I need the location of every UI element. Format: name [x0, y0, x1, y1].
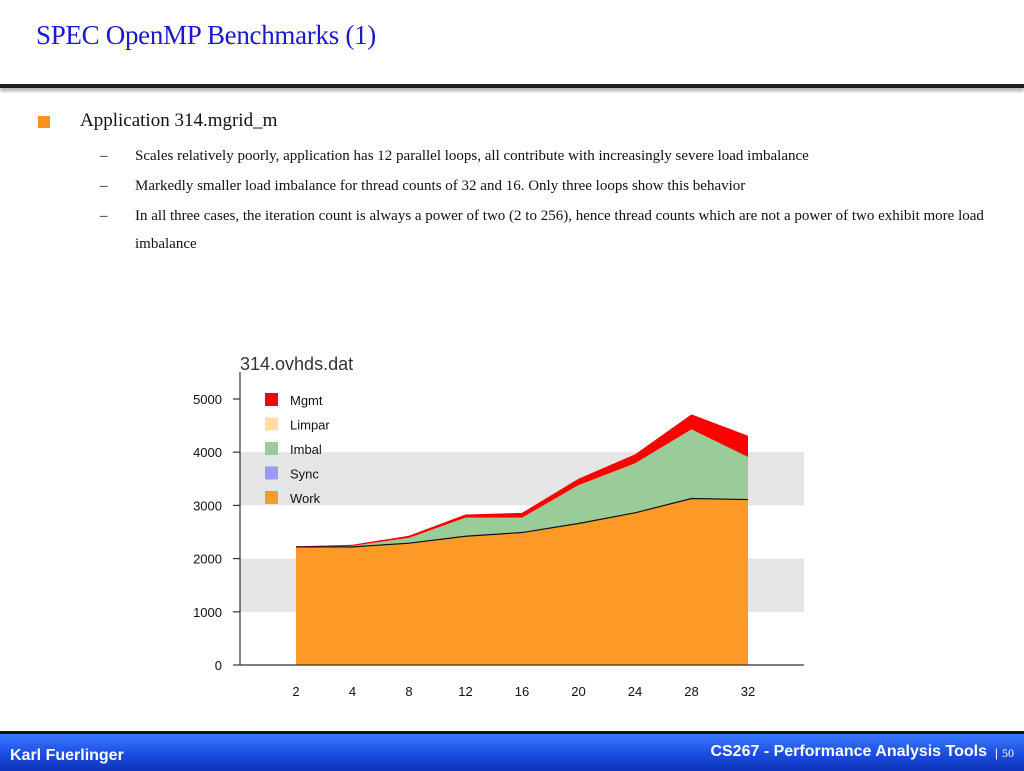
sub-bullet-3: – In all three cases, the iteration coun… — [100, 202, 1000, 258]
legend-label-imbal: Imbal — [290, 442, 322, 457]
legend-label-mgmt: Mgmt — [290, 393, 323, 408]
main-bullet-text: Application 314.mgrid_m — [80, 110, 278, 131]
footer-separator: | — [994, 746, 998, 760]
chart-title: 314.ovhds.dat — [240, 354, 353, 374]
legend-swatch-limpar — [265, 417, 278, 431]
legend-label-sync: Sync — [290, 467, 319, 482]
x-tick-label: 24 — [628, 684, 642, 699]
x-tick-label: 20 — [571, 684, 585, 699]
sub-bullet-text: Scales relatively poorly, application ha… — [135, 148, 809, 164]
slide-title: SPEC OpenMP Benchmarks (1) — [36, 20, 376, 50]
x-tick-label: 28 — [684, 684, 698, 699]
area-imbal — [296, 429, 748, 547]
x-tick-label: 16 — [515, 684, 529, 699]
footer-course: CS267 - Performance Analysis Tools — [710, 743, 987, 760]
legend-swatch-mgmt — [265, 393, 278, 406]
sub-bullet-text: In all three cases, the iteration count … — [135, 208, 984, 252]
legend-swatch-work — [265, 491, 278, 504]
dash-icon: – — [100, 208, 108, 224]
dash-icon: – — [100, 178, 108, 194]
x-tick-label: 8 — [405, 684, 412, 699]
sub-bullet-2: – Markedly smaller load imbalance for th… — [100, 172, 1000, 200]
dash-icon: – — [100, 148, 108, 164]
legend-label-limpar: Limpar — [290, 418, 330, 433]
work-top-line — [296, 497, 749, 548]
footer-author: Karl Fuerlinger — [10, 747, 124, 764]
area-mgmt — [296, 414, 748, 547]
legend-label-work: Work — [290, 491, 321, 506]
footer-bar: Karl Fuerlinger CS267 - Performance Anal… — [0, 731, 1024, 771]
sub-bullet-1: – Scales relatively poorly, application … — [100, 142, 1000, 170]
x-tick-label: 32 — [741, 684, 755, 699]
y-tick-label: 0 — [215, 658, 222, 673]
page-number: 50 — [1002, 746, 1014, 760]
y-tick-label: 4000 — [193, 445, 222, 460]
x-tick-label: 2 — [292, 684, 299, 699]
header-divider — [0, 84, 1024, 88]
x-tick-label: 4 — [349, 684, 356, 699]
y-tick-label: 2000 — [193, 552, 222, 567]
legend-swatch-sync — [265, 466, 278, 480]
area-work — [296, 498, 748, 665]
legend-swatch-imbal — [265, 442, 278, 455]
y-tick-label: 1000 — [193, 605, 222, 620]
sub-bullet-text: Markedly smaller load imbalance for thre… — [135, 178, 746, 194]
x-tick-label: 12 — [458, 684, 472, 699]
y-tick-label: 5000 — [193, 392, 222, 407]
bullet-square-icon — [38, 116, 50, 128]
y-tick-label: 3000 — [193, 498, 222, 513]
